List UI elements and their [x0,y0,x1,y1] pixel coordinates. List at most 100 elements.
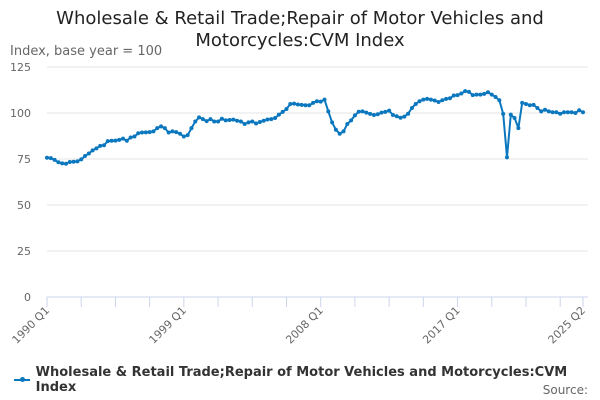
data-point [421,97,426,102]
data-point [417,99,422,104]
data-point [508,112,513,117]
data-point [535,106,540,111]
chart-title: Wholesale & Retail Trade;Repair of Motor… [56,8,544,51]
x-tick-label: 2025 Q2 [546,304,589,347]
data-point [485,90,490,95]
data-point [398,115,403,120]
data-point [166,130,171,135]
data-point [124,138,129,143]
data-point [269,117,274,122]
legend[interactable]: Wholesale & Retail Trade;Repair of Motor… [14,365,600,395]
data-point [204,119,209,124]
data-point [71,159,76,164]
data-point [360,109,365,114]
data-point [512,115,517,120]
data-point [527,103,532,108]
data-point [273,115,278,120]
data-point [52,157,57,162]
data-point [208,117,213,122]
data-point [375,112,380,117]
data-point [284,106,289,111]
data-point [459,91,464,96]
data-point [466,89,471,94]
x-tick-label: 2017 Q1 [420,304,463,347]
data-point [520,100,525,105]
data-point [307,103,312,108]
data-point [105,139,110,144]
data-point [261,118,266,123]
data-point [569,110,574,115]
data-point [242,122,247,127]
y-tick-label: 100 [10,107,31,120]
data-point [132,134,137,139]
data-point [390,113,395,118]
data-point [212,119,217,124]
data-point [140,130,145,135]
data-point [64,161,69,166]
data-point [550,110,555,115]
data-point [581,110,585,115]
data-point [83,154,88,159]
data-point [79,157,84,162]
data-point [56,160,61,165]
series-line [46,90,584,165]
data-point [447,96,452,101]
data-point [235,118,240,123]
data-point [341,129,346,134]
data-point [136,131,141,136]
legend-label: Wholesale & Retail Trade;Repair of Motor… [35,365,568,395]
data-point [299,102,304,107]
data-point [489,92,494,97]
data-point [94,146,99,151]
legend-swatch [14,377,30,382]
data-point [86,151,91,156]
data-point [330,120,335,125]
data-point [470,93,475,98]
data-point [554,110,559,115]
data-point [98,143,103,148]
data-point [60,161,65,166]
data-point [280,109,285,114]
data-point [428,97,433,102]
source-label: Source: [542,383,588,397]
data-point [379,110,384,115]
data-point [151,129,156,134]
data-point [314,99,319,104]
data-point [246,120,251,125]
data-point [432,98,437,103]
data-point [558,111,563,116]
data-point [48,156,53,161]
data-point [197,115,202,120]
data-point [322,97,327,102]
data-point [128,135,133,140]
data-point [143,130,148,135]
data-point [349,118,354,123]
data-point [227,117,232,122]
data-point [174,130,179,135]
data-point [345,122,350,127]
data-point [383,109,388,114]
data-point [121,136,126,141]
data-point [504,155,509,160]
x-tick-label: 2008 Q1 [283,304,326,347]
data-point [501,111,506,116]
data-point [546,109,551,114]
data-point [577,108,582,113]
y-tick-label: 25 [17,245,31,258]
data-point [440,98,445,103]
y-tick-label: 0 [24,291,31,304]
y-tick-label: 75 [17,153,31,166]
data-point [474,92,479,97]
data-point [573,111,578,115]
data-point [539,109,544,114]
data-point [352,113,357,118]
data-point [200,117,205,122]
data-point [238,119,243,124]
data-point [413,101,418,106]
data-point [318,99,323,104]
data-point [113,138,118,143]
data-point [257,120,262,125]
y-tick-label: 50 [17,199,31,212]
data-point [402,114,407,119]
data-point [394,114,399,119]
